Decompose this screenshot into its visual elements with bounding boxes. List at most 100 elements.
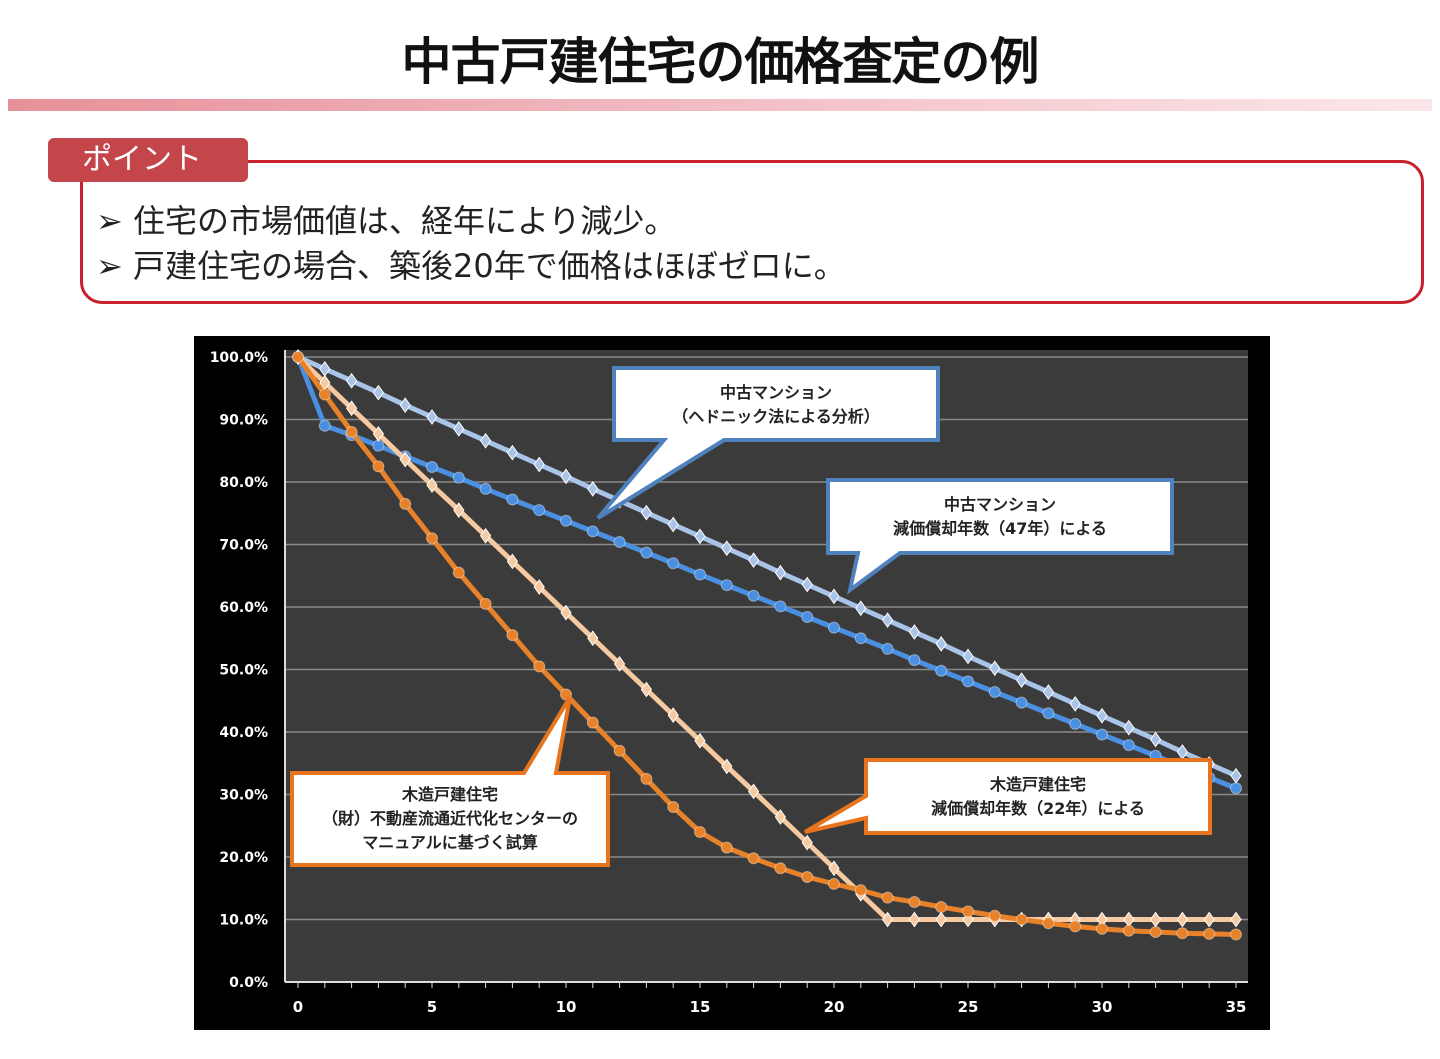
data-point (506, 444, 519, 461)
data-point (372, 384, 385, 401)
data-point (828, 588, 840, 605)
data-point (721, 758, 733, 775)
data-point (854, 884, 867, 897)
data-point (694, 528, 706, 545)
data-point (881, 612, 894, 628)
data-point (801, 611, 814, 623)
data-point (720, 579, 733, 592)
data-point (935, 664, 948, 677)
data-point (426, 532, 438, 545)
data-point (613, 656, 626, 672)
data-point (452, 566, 465, 579)
data-point (399, 497, 412, 510)
y-tick-label: 0.0% (229, 975, 268, 991)
callout-4 (803, 758, 1212, 835)
data-point (506, 493, 519, 506)
data-point (399, 451, 411, 468)
y-tick-label: 40.0% (219, 725, 268, 741)
data-point (587, 481, 599, 497)
data-point (560, 468, 572, 485)
data-point (345, 400, 358, 417)
data-point (1069, 696, 1081, 712)
data-point (586, 716, 599, 729)
data-point (747, 783, 760, 800)
data-point (479, 432, 492, 449)
data-point (426, 477, 438, 493)
data-point (292, 351, 304, 363)
point-tab: ポイント (48, 138, 248, 182)
x-tick-label: 15 (690, 998, 711, 1016)
y-tick-label: 100.0% (210, 350, 268, 366)
y-tick-label: 80.0% (219, 475, 268, 491)
data-point (801, 576, 813, 593)
data-point (533, 660, 546, 673)
y-tick-label: 20.0% (219, 850, 268, 866)
data-point (1122, 739, 1135, 752)
data-point (318, 419, 331, 432)
data-point (908, 624, 921, 640)
callout-3 (290, 695, 610, 867)
data-point (881, 642, 894, 655)
data-point (989, 660, 1001, 677)
data-point (935, 901, 948, 913)
callout-text: 中古マンション (720, 383, 832, 402)
y-tick-label: 90.0% (219, 413, 268, 429)
data-point (1096, 922, 1108, 935)
data-point (828, 860, 840, 877)
data-point (426, 461, 438, 473)
data-point (720, 841, 733, 854)
data-point (747, 589, 760, 602)
data-point (426, 409, 438, 425)
data-point (747, 852, 760, 865)
data-point (1176, 911, 1189, 928)
data-point (1042, 707, 1055, 720)
data-point (908, 654, 921, 667)
data-point (908, 896, 921, 908)
data-point (667, 801, 680, 813)
point-box (80, 160, 1424, 304)
data-point (1069, 717, 1082, 730)
data-point (801, 834, 813, 851)
data-point (533, 579, 545, 595)
callout-2 (826, 478, 1174, 595)
data-point (560, 514, 572, 527)
data-point (935, 636, 947, 652)
callout-text: 減価償却年数（47年）による (893, 519, 1107, 538)
y-tick-label: 70.0% (219, 538, 268, 554)
data-point (1122, 924, 1135, 937)
data-point (667, 707, 679, 723)
callout-1 (596, 366, 940, 520)
data-point (452, 471, 465, 484)
data-point (1042, 684, 1055, 700)
data-point (988, 909, 1001, 922)
y-tick-label: 10.0% (219, 913, 268, 929)
data-point (774, 862, 787, 875)
data-point (1203, 911, 1215, 928)
data-point (479, 482, 492, 495)
data-point (1230, 782, 1242, 795)
data-point (372, 460, 385, 473)
data-point (372, 426, 385, 442)
data-point (318, 388, 331, 401)
callout-text: （財）不動産流通近代化センターの (322, 809, 578, 828)
data-point (613, 536, 626, 548)
x-tick-label: 35 (1226, 998, 1247, 1016)
data-point (881, 911, 894, 928)
callout-text: 中古マンション (944, 495, 1056, 514)
callout-text: 木造戸建住宅 (989, 775, 1086, 794)
data-point (506, 629, 519, 642)
data-point (533, 504, 546, 517)
data-point (587, 630, 599, 647)
data-point (774, 809, 787, 825)
data-point (479, 597, 492, 610)
y-tick-label: 50.0% (219, 663, 268, 679)
x-tick-label: 10 (556, 998, 577, 1016)
callout-text: （ヘドニック法による分析） (672, 407, 880, 426)
callout-text: マニュアルに基づく試算 (362, 833, 538, 852)
data-point (1015, 913, 1028, 926)
data-point (1176, 927, 1189, 940)
data-point (828, 877, 840, 890)
data-point (774, 564, 787, 581)
data-point (399, 397, 411, 413)
data-point (988, 686, 1001, 698)
